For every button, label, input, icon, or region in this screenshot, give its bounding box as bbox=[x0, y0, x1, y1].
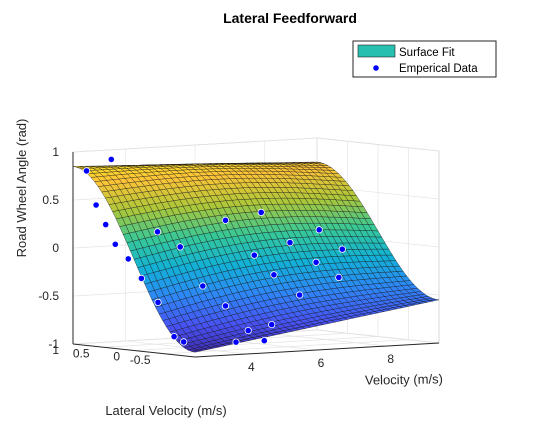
x-tick-label: 6 bbox=[318, 356, 325, 370]
data-point bbox=[83, 168, 89, 174]
z-tick-label: 0.5 bbox=[42, 193, 59, 207]
data-point bbox=[245, 327, 251, 333]
x-tick-label: 8 bbox=[387, 352, 394, 366]
data-point bbox=[251, 252, 257, 258]
data-point bbox=[112, 241, 118, 247]
y-axis-label: Lateral Velocity (m/s) bbox=[105, 403, 226, 418]
legend: Surface Fit Emperical Data bbox=[353, 41, 496, 77]
data-point bbox=[171, 333, 177, 339]
y-tick-label: 0.5 bbox=[73, 346, 90, 360]
x-axis-label: Velocity (m/s) bbox=[365, 371, 443, 387]
z-tick-label: -0.5 bbox=[38, 289, 59, 303]
z-tick-label: 1 bbox=[52, 145, 59, 159]
data-point bbox=[222, 303, 228, 309]
data-point bbox=[339, 246, 345, 252]
legend-label-surface: Surface Fit bbox=[399, 47, 455, 59]
legend-surface-swatch bbox=[358, 45, 395, 57]
data-point bbox=[200, 283, 206, 289]
data-point bbox=[258, 209, 264, 215]
data-point bbox=[177, 244, 183, 250]
data-point bbox=[138, 275, 144, 281]
data-point bbox=[233, 339, 239, 345]
data-point bbox=[316, 227, 322, 233]
x-tick-label: 4 bbox=[248, 360, 255, 374]
legend-label-data: Emperical Data bbox=[399, 63, 478, 75]
data-point bbox=[313, 259, 319, 265]
data-point bbox=[93, 202, 99, 208]
data-point bbox=[155, 299, 161, 305]
data-point bbox=[287, 239, 293, 245]
y-tick-label: 0 bbox=[113, 350, 120, 364]
data-point bbox=[269, 321, 275, 327]
data-point bbox=[296, 292, 302, 298]
z-gridline bbox=[73, 138, 439, 152]
data-point bbox=[222, 217, 228, 223]
chart-title: Lateral Feedforward bbox=[223, 10, 357, 26]
z-tick-label: -1 bbox=[48, 337, 59, 351]
data-point bbox=[154, 229, 160, 235]
data-point bbox=[271, 272, 277, 278]
y-tick-label: -0.5 bbox=[130, 353, 151, 367]
data-point bbox=[336, 274, 342, 280]
data-point bbox=[103, 221, 109, 227]
data-point bbox=[261, 338, 267, 344]
z-tick-label: 0 bbox=[52, 241, 59, 255]
data-point bbox=[181, 339, 187, 345]
z-axis-label: Road Wheel Angle (rad) bbox=[14, 119, 29, 258]
data-point bbox=[108, 156, 114, 162]
legend-dot-marker bbox=[373, 65, 379, 71]
data-point bbox=[125, 256, 131, 262]
